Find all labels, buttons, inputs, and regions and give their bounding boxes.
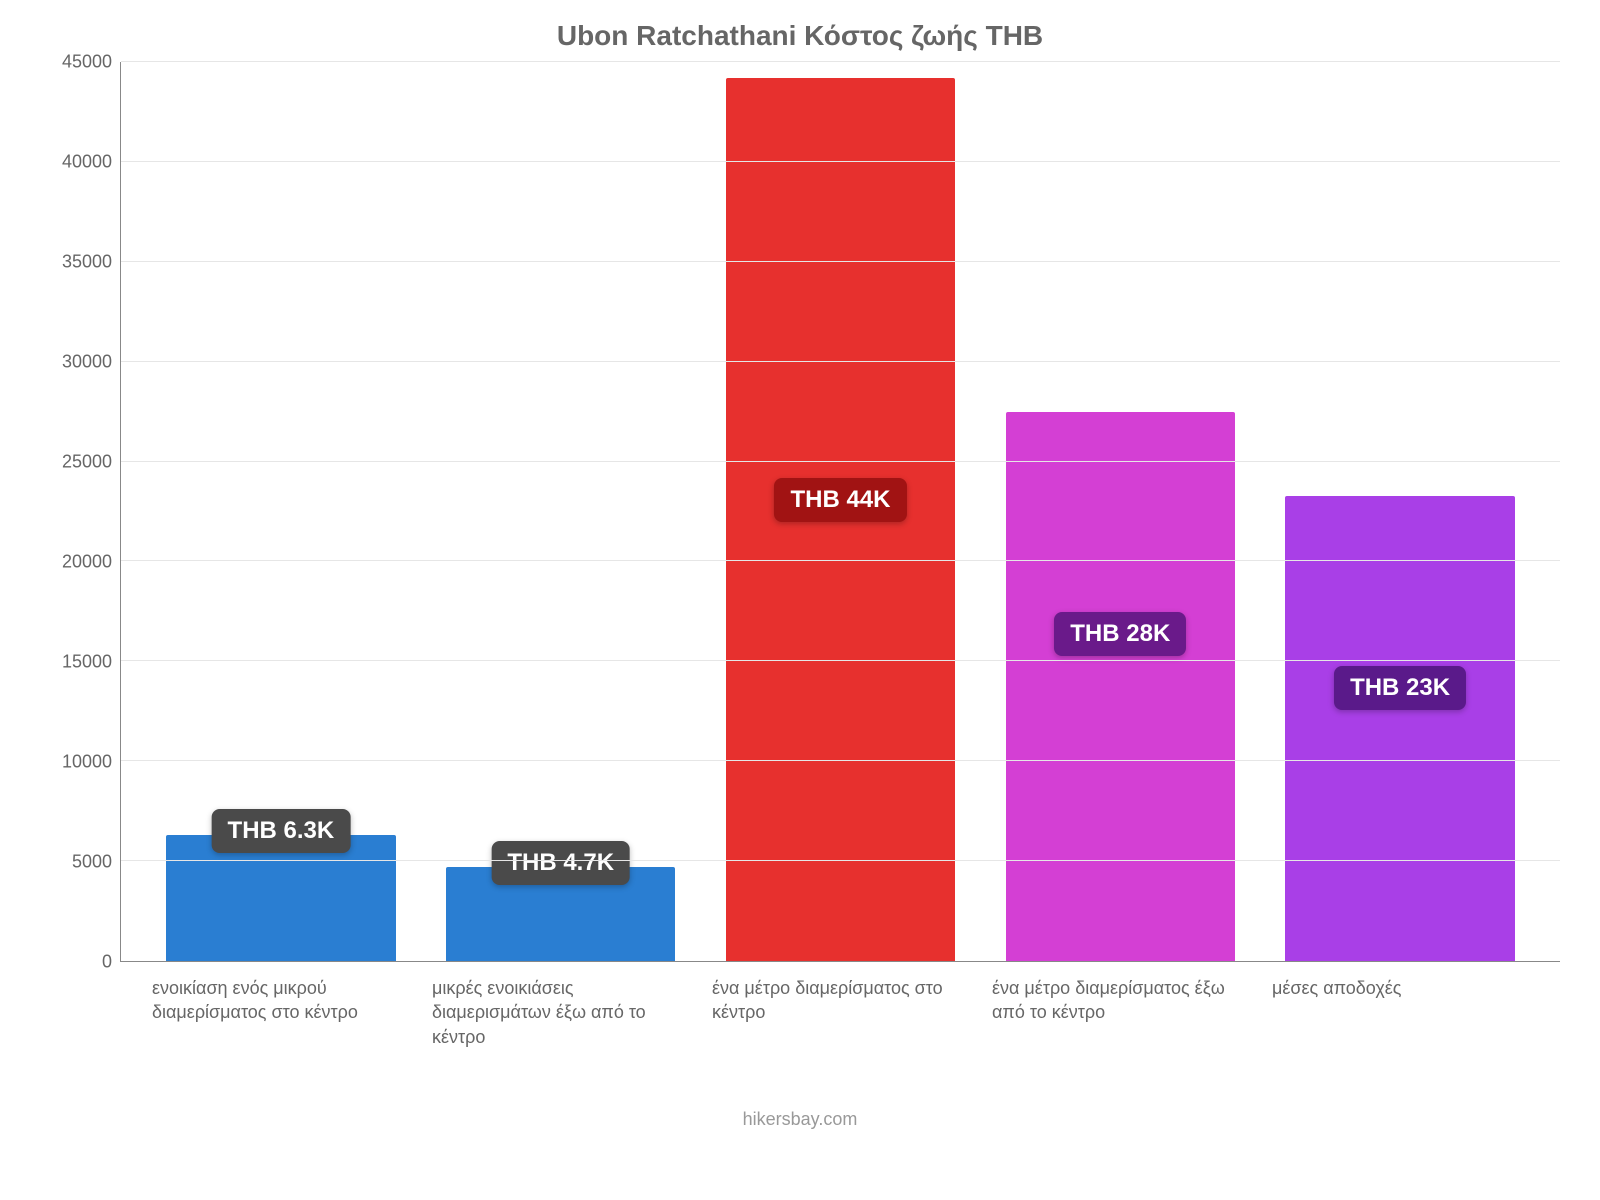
gridline [121, 261, 1560, 262]
y-tick-label: 35000 [40, 252, 112, 273]
bar: THB 28K [1006, 412, 1235, 961]
gridline [121, 61, 1560, 62]
y-tick-label: 10000 [40, 752, 112, 773]
y-tick-label: 0 [40, 952, 112, 973]
x-axis-label: ένα μέτρο διαμερίσματος έξω από το κέντρ… [980, 976, 1260, 1049]
y-tick-label: 30000 [40, 352, 112, 373]
gridline [121, 161, 1560, 162]
bar-slot: THB 28K [980, 62, 1260, 961]
value-badge: THB 4.7K [491, 841, 630, 885]
value-badge: THB 44K [774, 478, 906, 522]
cost-of-living-chart: Ubon Ratchathani Κόστος ζωής THB 0 5000 10… [0, 0, 1600, 1200]
plot-area: THB 6.3K THB 4.7K THB 44K THB 28K THB 23K [120, 62, 1560, 962]
x-axis-label: μέσες αποδοχές [1260, 976, 1540, 1049]
bar: THB 44K [726, 78, 955, 961]
plot-row: 0500010000150002000025000300003500040000… [40, 62, 1560, 962]
bar: THB 6.3K [166, 835, 395, 961]
gridline [121, 461, 1560, 462]
gridline [121, 660, 1560, 661]
bar: THB 4.7K [446, 867, 675, 961]
y-axis: 0500010000150002000025000300003500040000… [40, 62, 120, 962]
bar-slot: THB 4.7K [421, 62, 701, 961]
bar-slot: THB 6.3K [141, 62, 421, 961]
bar-slot: THB 23K [1260, 62, 1540, 961]
gridline [121, 860, 1560, 861]
y-tick-label: 15000 [40, 652, 112, 673]
value-badge: THB 28K [1054, 612, 1186, 656]
y-tick-label: 25000 [40, 452, 112, 473]
y-tick-label: 40000 [40, 152, 112, 173]
x-axis-label: ενοικίαση ενός μικρού διαμερίσματος στο … [140, 976, 420, 1049]
bars-container: THB 6.3K THB 4.7K THB 44K THB 28K THB 23K [121, 62, 1560, 961]
bar-slot: THB 44K [701, 62, 981, 961]
y-tick-label: 20000 [40, 552, 112, 573]
x-axis-label: μικρές ενοικιάσεις διαμερισμάτων έξω από… [420, 976, 700, 1049]
x-axis: ενοικίαση ενός μικρού διαμερίσματος στο … [40, 962, 1560, 1049]
x-axis-label: ένα μέτρο διαμερίσματος στο κέντρο [700, 976, 980, 1049]
chart-title: Ubon Ratchathani Κόστος ζωής THB [40, 20, 1560, 52]
bar: THB 23K [1285, 496, 1514, 961]
y-tick-label: 5000 [40, 852, 112, 873]
attribution: hikersbay.com [40, 1109, 1560, 1130]
gridline [121, 560, 1560, 561]
gridline [121, 760, 1560, 761]
value-badge: THB 6.3K [212, 809, 351, 853]
gridline [121, 361, 1560, 362]
y-tick-label: 45000 [40, 52, 112, 73]
value-badge: THB 23K [1334, 666, 1466, 710]
